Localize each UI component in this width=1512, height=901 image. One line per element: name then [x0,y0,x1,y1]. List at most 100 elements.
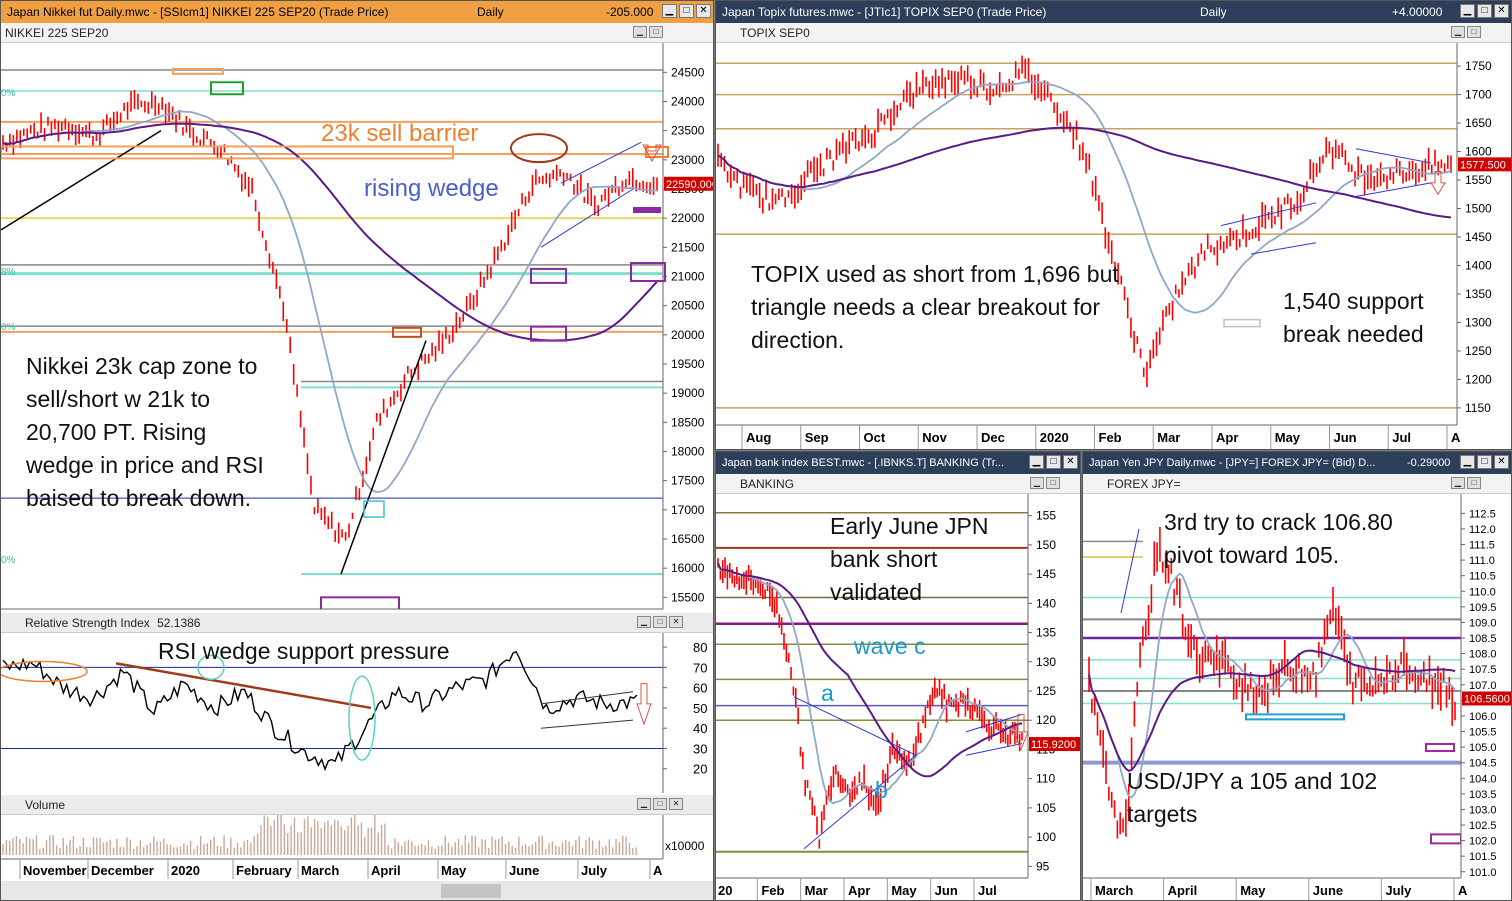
jpy-close-button[interactable]: ✕ [1494,455,1509,469]
nikkei-window: Japan Nikkei fut Daily.mwc - [SSIcm1] NI… [0,0,714,901]
barrier-marker [645,146,669,158]
banking-note-b: b [875,777,888,803]
fib-label: 0% [1,322,16,333]
topix-sub-min[interactable]: ▁ [1451,26,1465,38]
nikkei-sub-min[interactable]: ▁ [633,26,647,38]
y-tick-label: 1750 [1465,59,1492,73]
y-tick-label: 1550 [1465,173,1492,187]
jpy-sub-min[interactable]: ▁ [1451,477,1465,489]
y-tick-label: 135 [1036,626,1056,640]
banking-note-wave: wave c [854,633,926,659]
y-tick-label: 108.0 [1469,649,1497,661]
y-tick-label: 24500 [671,65,705,79]
volume-sub-close[interactable]: ✕ [669,798,683,810]
banking-window: Japan bank index BEST.mwc - [.IBNKS.T] B… [715,451,1081,901]
nikkei-change: -205.000 [606,5,654,19]
y-tick-label: 1650 [1465,116,1492,130]
x-tick-label: Feb [1099,430,1122,445]
y-tick-label: 102.0 [1469,836,1497,848]
x-tick-label: December [91,863,154,878]
rsi-sub-close[interactable]: ✕ [669,616,683,628]
rsi-sub-max[interactable]: □ [653,616,667,628]
triangle-line [1351,182,1432,198]
x-tick-label: A [653,863,663,878]
banking-sub-max[interactable]: □ [1046,477,1060,489]
banking-subbar: BANKING ▁ □ [716,474,1080,494]
jpy-note-targets: USD/JPY a 105 and 102 targets [1127,768,1378,827]
marker-box [172,67,224,75]
trend-line [1120,528,1140,614]
x-tick-label: Sep [805,430,829,445]
rsi-tick-label: 70 [693,660,707,675]
rsi-highlight-ellipse [348,675,376,761]
y-tick-label: 110.5 [1469,571,1496,583]
y-tick-label: 21000 [671,270,705,284]
down-arrow-icon [1013,713,1029,751]
x-tick-label: April [371,863,401,878]
nikkei-period: Daily [477,5,504,19]
marker-box [363,500,385,518]
x-tick-label: Apr [1216,430,1238,445]
y-tick-label: 150 [1036,538,1056,552]
y-tick-label: 16000 [671,561,705,575]
banking-minimize-button[interactable]: ▁ [1029,455,1044,469]
x-tick-label: Jun [1334,430,1357,445]
y-tick-label: 101.5 [1469,851,1497,863]
x-tick-label: Apr [848,883,870,898]
banking-titlebar[interactable]: Japan bank index BEST.mwc - [.IBNKS.T] B… [716,452,1080,474]
jpy-minimize-button[interactable]: ▁ [1460,455,1475,469]
y-tick-label: 101.0 [1469,867,1497,879]
rsi-background [1,633,713,793]
rsi-sub-min[interactable]: ▁ [637,616,651,628]
y-tick-label: 107.0 [1469,680,1497,692]
banking-sub-min[interactable]: ▁ [1030,477,1044,489]
banking-note-a: a [821,680,834,706]
y-tick-label: 22000 [671,211,705,225]
marker-box [392,326,422,338]
x-tick-label: Oct [864,430,886,445]
y-tick-label: 103.0 [1469,804,1497,816]
plot-background [716,43,1511,449]
y-tick-label: 1150 [1465,401,1491,415]
y-tick-label: 17000 [671,503,705,517]
banking-title: Japan bank index BEST.mwc - [.IBNKS.T] B… [722,457,1005,469]
nikkei-title: Japan Nikkei fut Daily.mwc - [SSIcm1] NI… [7,5,389,19]
y-tick-label: 120 [1036,713,1056,727]
banking-note-main: Early June JPN bank short validated [830,513,989,605]
jpy-titlebar[interactable]: Japan Yen JPY Daily.mwc - [JPY=] FOREX J… [1083,452,1511,474]
nikkei-subbar: NIKKEI 225 SEP20 ▁ □ [1,23,713,43]
banking-close-button[interactable]: ✕ [1063,455,1078,469]
nikkei-sub-max[interactable]: □ [649,26,663,38]
volume-sub-min[interactable]: ▁ [637,798,651,810]
topix-minimize-button[interactable]: ▁ [1460,4,1475,18]
x-axis-background [716,878,1080,900]
target-box [530,267,567,284]
maximize-button[interactable]: □ [679,4,694,18]
x-tick-label: June [1313,883,1343,898]
topix-titlebar[interactable]: Japan Topix futures.mwc - [JTIc1] TOPIX … [716,1,1511,23]
topix-maximize-button[interactable]: □ [1477,4,1492,18]
y-tick-label: 16500 [671,532,705,546]
minimize-button[interactable]: ▁ [662,4,677,18]
short-moving-average [717,80,1452,314]
jpy-sub-max[interactable]: □ [1467,477,1481,489]
x-tick-label: 2020 [1040,430,1069,445]
rsi-tick-label: 80 [693,640,707,655]
topix-close-button[interactable]: ✕ [1494,4,1509,18]
banking-maximize-button[interactable]: □ [1046,455,1061,469]
rsi-value: 52.1386 [157,616,201,630]
topix-period: Daily [1200,5,1227,19]
close-button[interactable]: ✕ [696,4,711,18]
last-price-badge [1029,737,1080,752]
y-tick-label: 1500 [1465,202,1492,216]
long-moving-average [717,126,1452,219]
nikkei-titlebar[interactable]: Japan Nikkei fut Daily.mwc - [SSIcm1] NI… [1,1,713,23]
y-tick-label: 110.0 [1469,586,1496,598]
topix-label: TOPIX SEP0 [740,26,810,40]
volume-sub-max[interactable]: □ [653,798,667,810]
jpy-maximize-button[interactable]: □ [1477,455,1492,469]
y-tick-label: 104.0 [1469,773,1497,785]
y-tick-label: 107.5 [1469,664,1497,676]
topix-sub-max[interactable]: □ [1467,26,1481,38]
y-tick-label: 95 [1036,859,1050,873]
